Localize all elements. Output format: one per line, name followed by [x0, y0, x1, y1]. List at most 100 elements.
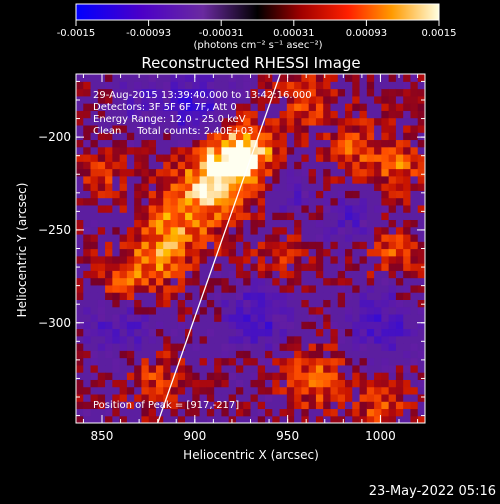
heatmap-cell [235, 212, 244, 221]
heatmap-cell [330, 74, 339, 82]
heatmap-cell [148, 270, 157, 279]
heatmap-cell [83, 364, 92, 373]
heatmap-cell [366, 226, 375, 235]
heatmap-cell [199, 386, 208, 395]
heatmap-cell [76, 110, 84, 119]
heatmap-cell [155, 95, 164, 104]
heatmap-cell [76, 335, 84, 344]
heatmap-cell [192, 270, 201, 279]
heatmap-cell [330, 183, 339, 191]
heatmap-cell [403, 132, 412, 141]
heatmap-cell [337, 197, 346, 206]
heatmap-cell [141, 95, 150, 104]
heatmap-cell [417, 110, 425, 119]
heatmap-cell [388, 233, 397, 242]
heatmap-cell [148, 313, 157, 322]
heatmap-cell [141, 335, 150, 344]
heatmap-cell [83, 357, 92, 366]
heatmap-cell [410, 226, 419, 235]
heatmap-cell [265, 117, 273, 126]
heatmap-cell [315, 161, 324, 170]
heatmap-cell [90, 212, 99, 221]
heatmap-cell [155, 153, 164, 162]
heatmap-cell [301, 401, 310, 410]
heatmap-cell [381, 139, 390, 148]
heatmap-cell [250, 88, 259, 97]
heatmap-cell [279, 372, 288, 380]
heatmap-cell [257, 197, 266, 206]
heatmap-cell [417, 343, 425, 351]
heatmap-cell [417, 372, 425, 380]
heatmap-cell [279, 255, 288, 264]
heatmap-cell [366, 95, 375, 104]
heatmap-cell [105, 95, 113, 104]
heatmap-cell [366, 393, 375, 402]
heatmap-cell [352, 103, 361, 111]
heatmap-cell [359, 212, 368, 221]
heatmap-cell [352, 175, 361, 184]
heatmap-cell [345, 415, 353, 423]
heatmap-cell [359, 175, 368, 184]
heatmap-cell [141, 393, 150, 402]
heatmap-cell [119, 408, 128, 417]
heatmap-cell [257, 335, 266, 344]
heatmap-cell [279, 161, 288, 170]
heatmap-cell [185, 153, 193, 162]
heatmap-cell [345, 292, 353, 300]
heatmap-cell [243, 263, 252, 271]
heatmap-cell [410, 190, 419, 199]
heatmap-cell [323, 226, 332, 235]
heatmap-cell [105, 132, 113, 141]
heatmap-cell [410, 386, 419, 395]
heatmap-cell [257, 292, 266, 300]
heatmap-cell [301, 284, 310, 293]
heatmap-cell [381, 233, 390, 242]
heatmap-cell [185, 343, 193, 351]
heatmap-cell [388, 328, 397, 337]
heatmap-cell [105, 219, 113, 228]
heatmap-cell [192, 328, 201, 337]
heatmap-cell [214, 88, 223, 97]
heatmap-cell [83, 299, 92, 308]
heatmap-cell [134, 190, 143, 199]
heatmap-cell [90, 248, 99, 257]
heatmap-cell [134, 212, 143, 221]
heatmap-cell [235, 364, 244, 373]
heatmap-cell [315, 343, 324, 351]
heatmap-cell [381, 117, 390, 126]
heatmap-cell [388, 350, 397, 359]
heatmap-cell [294, 226, 302, 235]
heatmap-cell [105, 328, 113, 337]
heatmap-cell [141, 415, 150, 423]
heatmap-cell [403, 168, 412, 177]
heatmap-cell [308, 408, 317, 417]
heatmap-cell [323, 415, 332, 423]
heatmap-cell [345, 284, 353, 293]
heatmap-cell [228, 124, 237, 133]
heatmap-cell [97, 103, 106, 111]
heatmap-cell [83, 168, 92, 177]
heatmap-cell [272, 103, 281, 111]
heatmap-cell [90, 88, 99, 97]
heatmap-cell [366, 277, 375, 286]
heatmap-cell [417, 313, 425, 322]
heatmap-cell [141, 386, 150, 395]
heatmap-cell [366, 219, 375, 228]
heatmap-cell [366, 248, 375, 257]
heatmap-cell [352, 241, 361, 250]
heatmap-cell [330, 415, 339, 423]
heatmap-cell [272, 146, 281, 155]
heatmap-cell [177, 197, 186, 206]
heatmap-cell [388, 132, 397, 141]
heatmap-cell [76, 357, 84, 366]
heatmap-cell [97, 132, 106, 141]
heatmap-cell [112, 204, 121, 213]
heatmap-cell [374, 277, 382, 286]
heatmap-cell [112, 153, 121, 162]
heatmap-cell [381, 219, 390, 228]
heatmap-cell [330, 219, 339, 228]
heatmap-cell [352, 255, 361, 264]
heatmap-cell [163, 328, 172, 337]
heatmap-cell [228, 263, 237, 271]
heatmap-cell [76, 74, 84, 82]
